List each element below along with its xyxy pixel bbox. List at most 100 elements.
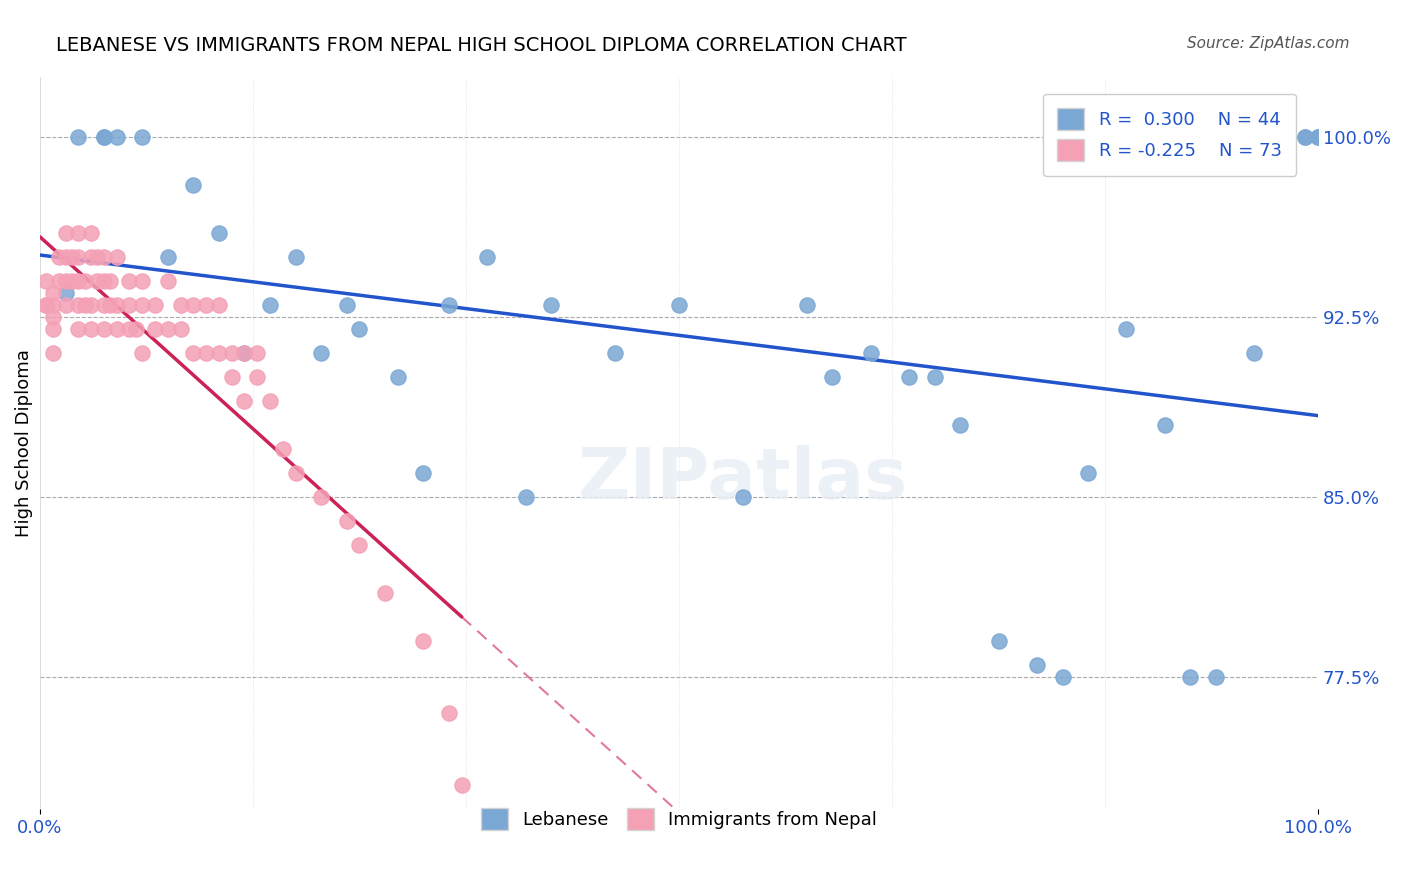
Point <box>233 346 256 360</box>
Point <box>284 467 307 481</box>
Point <box>80 251 103 265</box>
Text: Source: ZipAtlas.com: Source: ZipAtlas.com <box>1187 36 1350 51</box>
Point <box>98 274 121 288</box>
Point <box>73 298 96 312</box>
Point <box>1308 130 1330 145</box>
Point <box>98 298 121 312</box>
Point <box>540 298 562 312</box>
Point <box>55 227 77 241</box>
Point <box>42 286 65 301</box>
Point <box>336 298 359 312</box>
Point <box>259 394 281 409</box>
Point <box>55 298 77 312</box>
Y-axis label: High School Diploma: High School Diploma <box>15 350 32 537</box>
Point <box>1153 418 1175 433</box>
Point <box>859 346 882 360</box>
Point <box>55 286 77 301</box>
Point <box>1052 670 1074 684</box>
Point <box>118 298 141 312</box>
Point <box>67 274 90 288</box>
Point <box>284 251 307 265</box>
Point <box>131 274 153 288</box>
Point <box>105 298 128 312</box>
Legend: Lebanese, Immigrants from Nepal: Lebanese, Immigrants from Nepal <box>467 793 891 844</box>
Point <box>1294 130 1316 145</box>
Point <box>271 442 294 457</box>
Point <box>183 298 205 312</box>
Point <box>125 322 148 336</box>
Point <box>1243 346 1265 360</box>
Point <box>208 298 231 312</box>
Point <box>412 634 434 648</box>
Point <box>195 346 218 360</box>
Point <box>437 706 460 721</box>
Point <box>60 251 83 265</box>
Point <box>143 298 166 312</box>
Point <box>67 251 90 265</box>
Text: LEBANESE VS IMMIGRANTS FROM NEPAL HIGH SCHOOL DIPLOMA CORRELATION CHART: LEBANESE VS IMMIGRANTS FROM NEPAL HIGH S… <box>56 36 907 54</box>
Point <box>42 322 65 336</box>
Point <box>668 298 690 312</box>
Point <box>259 298 281 312</box>
Point <box>80 298 103 312</box>
Point <box>169 298 191 312</box>
Point <box>93 130 115 145</box>
Point <box>1026 658 1049 673</box>
Point <box>169 322 191 336</box>
Point <box>55 251 77 265</box>
Point <box>67 298 90 312</box>
Point <box>143 322 166 336</box>
Point <box>93 274 115 288</box>
Point <box>477 251 499 265</box>
Point <box>208 346 231 360</box>
Point <box>93 130 115 145</box>
Point <box>221 370 243 384</box>
Point <box>221 346 243 360</box>
Point <box>987 634 1010 648</box>
Point <box>105 251 128 265</box>
Point <box>924 370 946 384</box>
Point <box>80 227 103 241</box>
Point <box>73 274 96 288</box>
Point <box>233 346 256 360</box>
Point <box>42 310 65 325</box>
Point <box>1205 670 1227 684</box>
Point <box>349 538 371 552</box>
Point <box>374 586 396 600</box>
Point <box>48 251 70 265</box>
Point <box>949 418 972 433</box>
Point <box>246 346 269 360</box>
Point <box>450 778 472 792</box>
Point <box>208 227 231 241</box>
Point <box>131 130 153 145</box>
Point <box>605 346 627 360</box>
Point <box>412 467 434 481</box>
Point <box>93 322 115 336</box>
Point <box>35 298 58 312</box>
Point <box>67 322 90 336</box>
Point <box>118 274 141 288</box>
Point <box>195 298 218 312</box>
Point <box>67 227 90 241</box>
Point <box>42 298 65 312</box>
Point <box>48 274 70 288</box>
Point <box>156 274 179 288</box>
Point <box>105 130 128 145</box>
Point <box>86 274 108 288</box>
Point <box>1268 130 1291 145</box>
Point <box>821 370 844 384</box>
Point <box>35 274 58 288</box>
Point <box>131 346 153 360</box>
Point <box>93 251 115 265</box>
Point <box>35 298 58 312</box>
Point <box>42 346 65 360</box>
Point <box>67 130 90 145</box>
Point <box>183 346 205 360</box>
Point <box>233 394 256 409</box>
Point <box>1180 670 1202 684</box>
Point <box>105 322 128 336</box>
Point <box>1077 467 1099 481</box>
Point <box>515 490 537 504</box>
Point <box>118 322 141 336</box>
Point <box>80 322 103 336</box>
